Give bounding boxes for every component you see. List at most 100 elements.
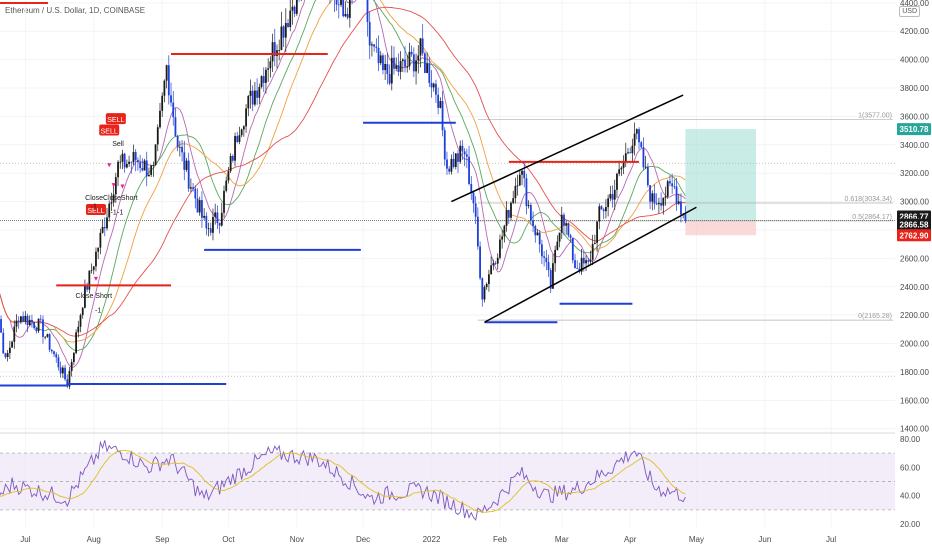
candle-body — [373, 44, 376, 47]
candle-body — [26, 315, 29, 325]
candle-body — [593, 242, 596, 244]
candle-body — [114, 177, 117, 195]
candle-body — [635, 129, 638, 134]
candle-body — [24, 315, 27, 322]
candle-body — [653, 193, 656, 204]
candle-body — [95, 251, 97, 267]
candle-body — [571, 237, 574, 261]
candle-body — [344, 13, 347, 17]
candle-body — [452, 158, 455, 168]
candle-body — [70, 362, 73, 371]
candle-body — [638, 129, 640, 143]
moving-average-mid — [0, 0, 686, 351]
candle-body — [110, 202, 113, 204]
candle-body — [417, 55, 420, 61]
candle-body — [335, 0, 338, 5]
candle-body — [72, 352, 75, 363]
candle-body — [214, 212, 217, 217]
candle-body — [348, 0, 351, 18]
candle-body — [529, 205, 532, 221]
candle-body — [225, 180, 228, 191]
candle-body — [393, 57, 395, 69]
candle-body — [609, 194, 612, 199]
candle-body — [512, 198, 515, 203]
candle-body — [441, 101, 444, 131]
candle-body — [443, 130, 446, 160]
candle-body — [185, 160, 188, 170]
candle-body — [494, 263, 497, 265]
candle-body — [61, 367, 64, 374]
candle-body — [523, 170, 526, 179]
candle-body — [340, 0, 342, 5]
candle-body — [145, 160, 148, 177]
candle-body — [198, 200, 201, 213]
candle-body — [382, 55, 384, 71]
signal-arrow — [111, 183, 116, 188]
candle-body — [492, 263, 495, 266]
candle-body — [55, 354, 58, 358]
channel-trendline — [484, 206, 697, 323]
candle-body — [132, 151, 135, 163]
y-tick-label: 2400.00 — [900, 283, 929, 292]
candle-body — [251, 90, 254, 105]
candle-body — [75, 332, 77, 353]
candle-body — [618, 169, 621, 174]
y-tick-label: 4400.00 — [900, 0, 929, 8]
candle-body — [86, 285, 89, 290]
candle-body — [669, 181, 671, 184]
candle-body — [280, 26, 283, 51]
candle-body — [622, 161, 625, 168]
candle-body — [284, 23, 287, 38]
currency-label[interactable]: USD — [899, 6, 920, 17]
x-tick-label: Mar — [555, 535, 569, 544]
candle-body — [627, 152, 629, 154]
candle-body — [254, 90, 256, 105]
candle-body — [22, 316, 25, 322]
candle-body — [582, 257, 585, 264]
sell-signal-marker — [99, 124, 120, 136]
candle-body — [187, 160, 190, 189]
candle-body — [642, 147, 645, 168]
candle-body — [123, 153, 126, 168]
candle-body — [8, 347, 11, 353]
price-tag-label: 2866.77 — [900, 213, 929, 222]
candle-body — [269, 61, 272, 69]
candle-body — [465, 154, 468, 157]
candle-body — [505, 209, 508, 226]
candle-body — [4, 353, 7, 357]
y-tick-label: 1600.00 — [900, 396, 929, 405]
candle-body — [108, 203, 111, 218]
candle-body — [540, 244, 543, 257]
candle-body — [613, 189, 616, 200]
candle-body — [510, 202, 512, 218]
candle-body — [293, 6, 296, 14]
candle-body — [607, 198, 610, 208]
candle-body — [501, 236, 504, 240]
candle-body — [516, 185, 519, 187]
candle-body — [44, 336, 47, 338]
candle-body — [435, 83, 437, 95]
fib-level-label: 0(2165.28) — [858, 313, 892, 320]
candle-body — [17, 320, 20, 322]
candle-body — [499, 239, 501, 258]
candle-body — [13, 326, 16, 342]
candle-body — [476, 216, 479, 247]
candle-body — [569, 235, 572, 238]
candle-body — [587, 260, 590, 262]
candle-body — [189, 187, 192, 189]
candle-body — [538, 232, 541, 245]
candle-body — [50, 349, 53, 352]
candle-body — [271, 42, 274, 62]
candle-body — [580, 257, 583, 272]
candle-body — [412, 54, 415, 72]
candle-body — [591, 243, 594, 260]
fib-level-label: 1(3577.00) — [858, 113, 892, 120]
candle-body — [42, 319, 44, 337]
candle-body — [415, 60, 417, 72]
candle-body — [556, 241, 559, 250]
candle-body — [117, 161, 119, 178]
y-tick-label: 2200.00 — [900, 311, 929, 320]
rsi-tick-label: 40.00 — [900, 492, 921, 501]
y-tick-label: 3200.00 — [900, 169, 929, 178]
